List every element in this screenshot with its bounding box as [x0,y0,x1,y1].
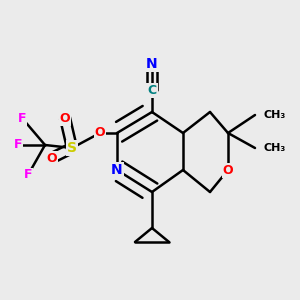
Text: C: C [147,83,157,97]
Text: F: F [24,169,32,182]
Text: O: O [95,127,105,140]
Text: O: O [47,152,57,164]
Text: F: F [18,112,26,124]
Text: N: N [111,163,123,177]
Text: CH₃: CH₃ [263,110,285,120]
Text: S: S [67,141,77,155]
Text: O: O [223,164,233,176]
Text: N: N [146,57,158,71]
Text: CH₃: CH₃ [263,143,285,153]
Text: F: F [14,139,22,152]
Text: O: O [60,112,70,124]
